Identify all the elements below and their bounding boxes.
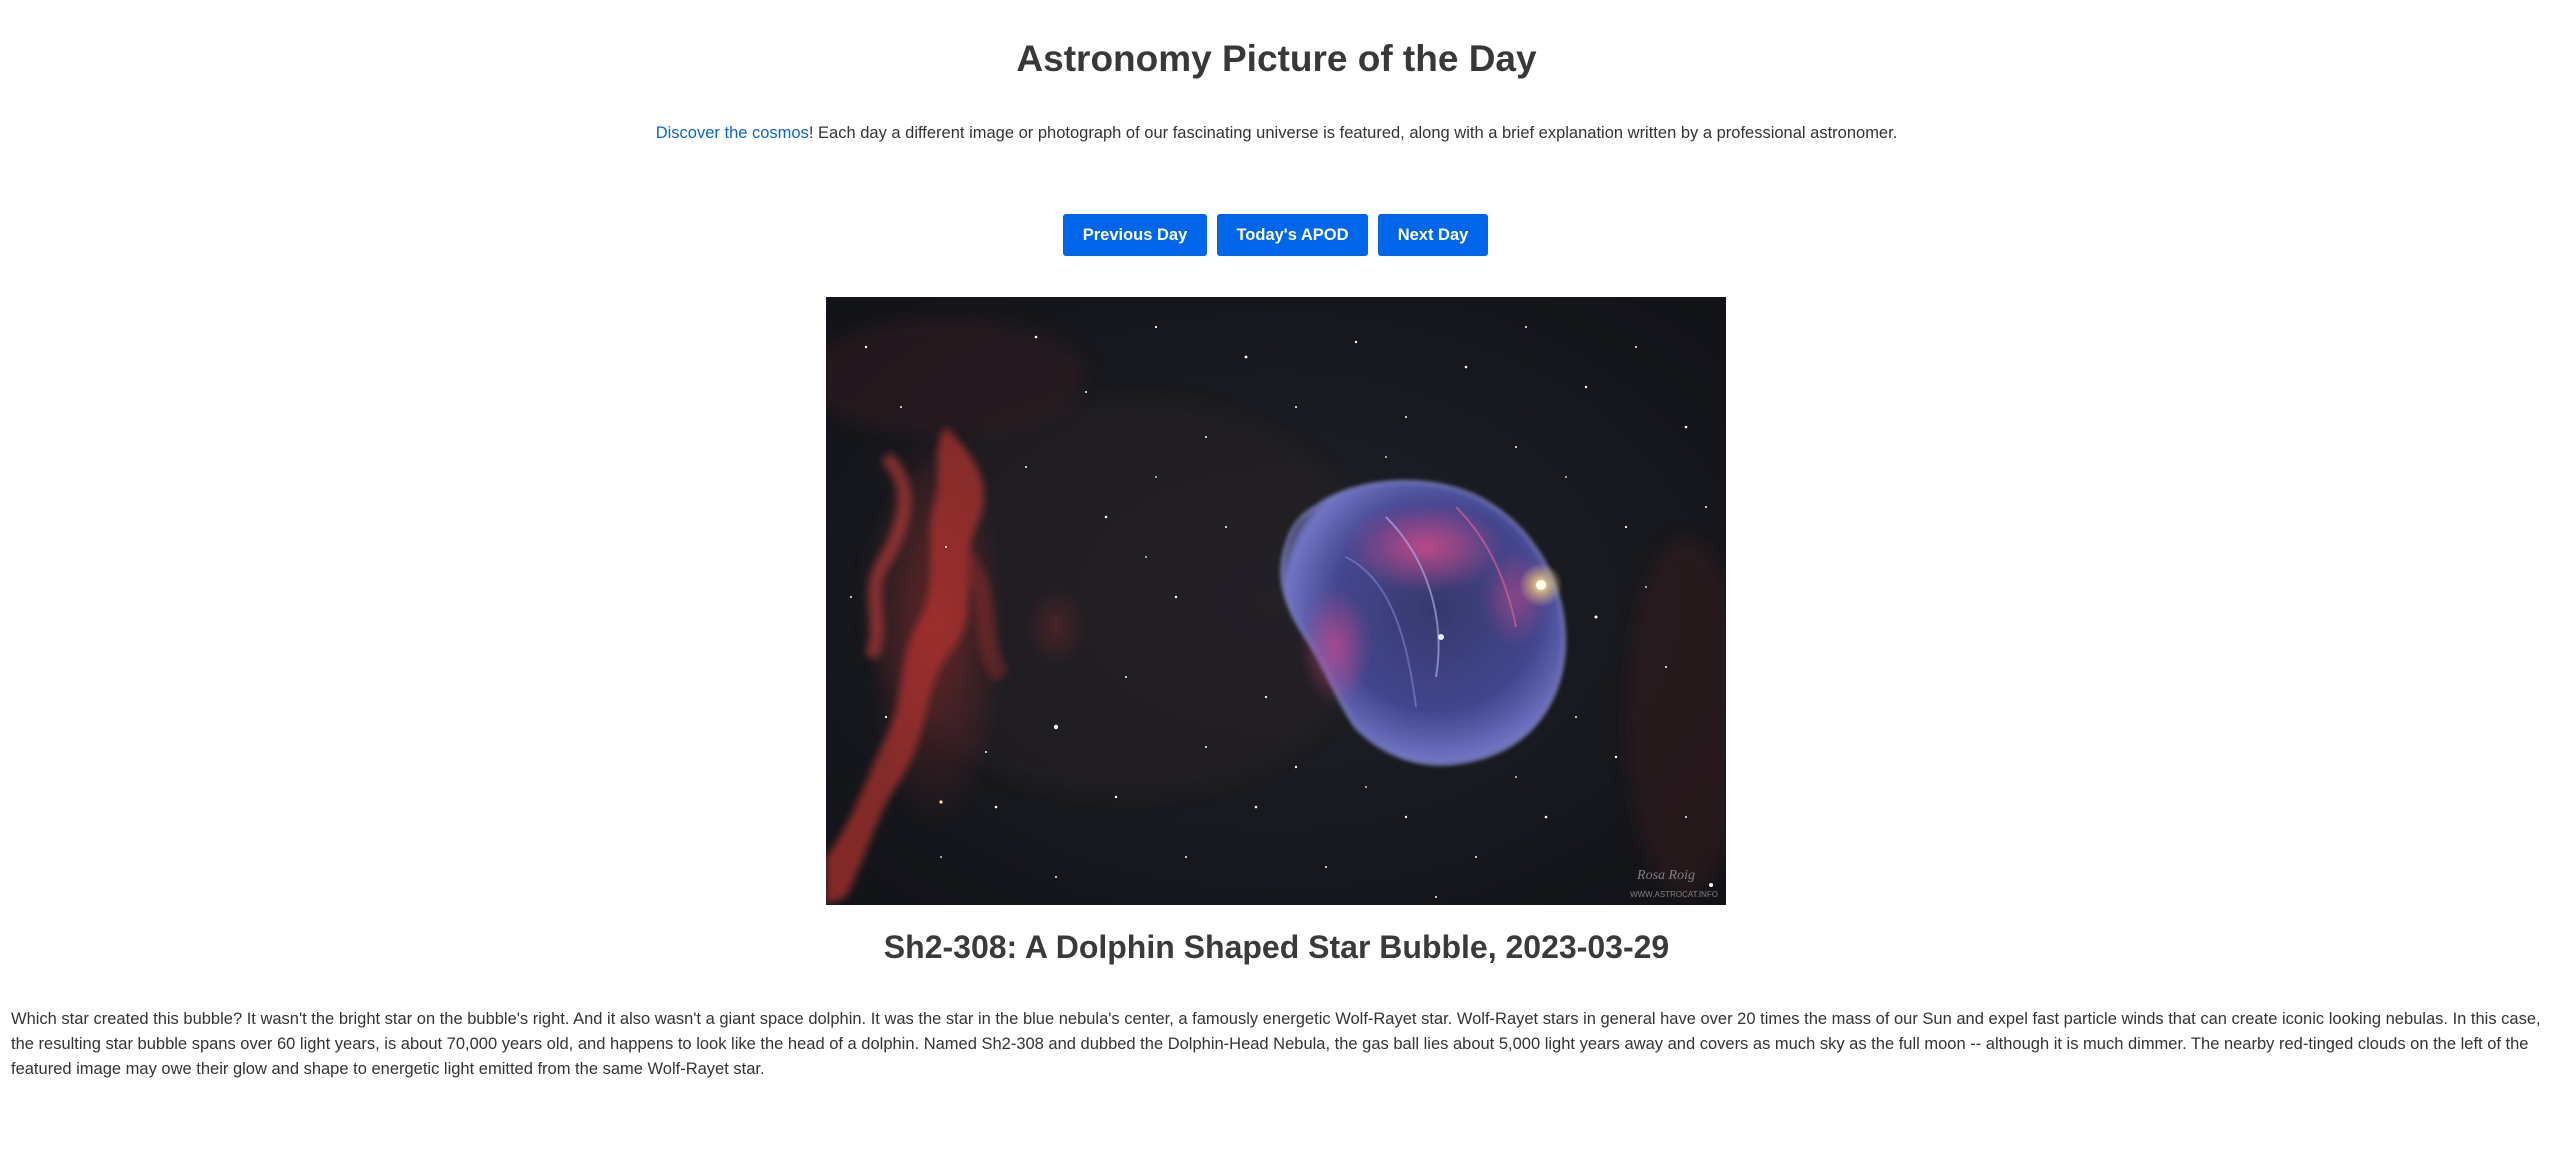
apod-image[interactable]: Rosa Roig WWW.ASTROCAT.INFO <box>826 297 1726 905</box>
apod-title: Sh2-308: A Dolphin Shaped Star Bubble, 2… <box>883 929 1670 965</box>
page-title: Astronomy Picture of the Day <box>1016 38 1537 79</box>
day-navigation: Previous Day Today's APOD Next Day <box>0 214 2553 257</box>
intro-text: Discover the cosmos! Each day a differen… <box>0 124 2553 143</box>
starfield <box>850 325 1713 898</box>
apod-explanation: Which star created this bubble? It wasn'… <box>11 1010 2541 1078</box>
image-watermark: WWW.ASTROCAT.INFO <box>1630 890 1718 899</box>
intro-description: ! Each day a different image or photogra… <box>808 124 1898 142</box>
discover-cosmos-link[interactable]: Discover the cosmos <box>655 124 809 142</box>
todays-apod-button[interactable]: Today's APOD <box>1217 214 1368 256</box>
previous-day-button[interactable]: Previous Day <box>1063 214 1207 256</box>
svg-text:Rosa Roig: Rosa Roig <box>1636 868 1695 883</box>
nebula-picture: Rosa Roig WWW.ASTROCAT.INFO <box>826 297 1726 905</box>
next-day-button[interactable]: Next Day <box>1378 214 1488 256</box>
